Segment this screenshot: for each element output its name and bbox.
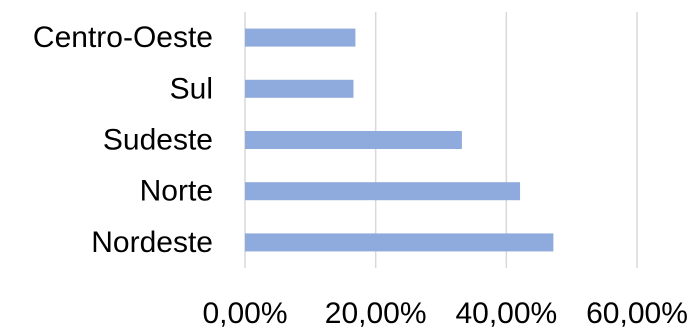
- x-tick-label-2: 40,00%: [455, 297, 557, 330]
- bar-3: [245, 182, 521, 201]
- x-tick-label-1: 20,00%: [325, 297, 427, 330]
- bar-0: [245, 28, 356, 47]
- bar-2: [245, 131, 462, 149]
- bar-4: [245, 233, 554, 252]
- bar-1: [245, 79, 354, 98]
- category-label-0: Centro-Oeste: [33, 21, 213, 54]
- category-label-1: Sul: [170, 72, 213, 105]
- x-tick-label-3: 60,00%: [586, 297, 688, 330]
- x-tick-label-0: 0,00%: [202, 297, 287, 330]
- category-label-3: Norte: [140, 175, 213, 208]
- category-label-4: Nordeste: [91, 226, 213, 259]
- category-label-2: Sudeste: [103, 124, 213, 157]
